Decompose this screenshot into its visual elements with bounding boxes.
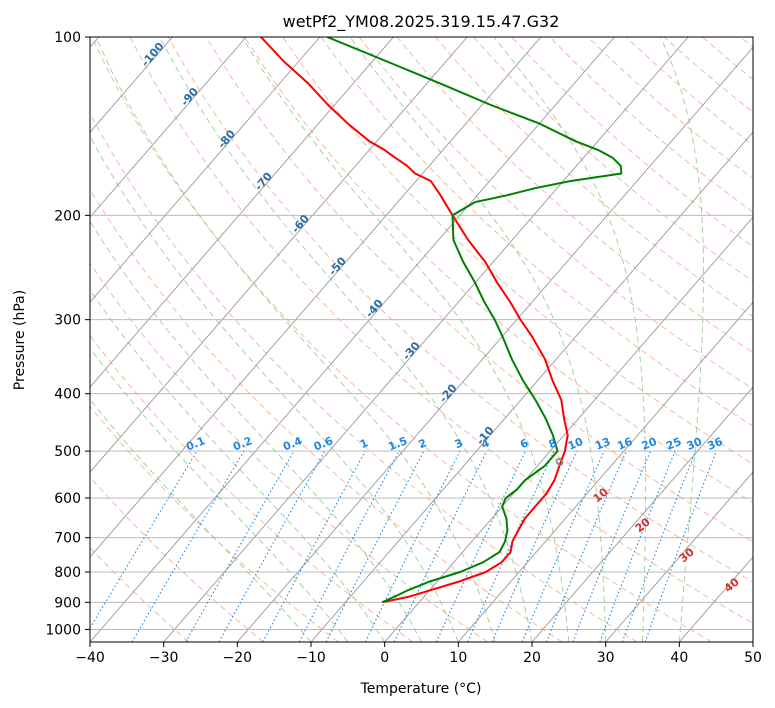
mixing-ratio-line [545,450,627,642]
y-tick-label: 900 [54,595,81,611]
moist-adiabat-line [349,37,607,642]
mixing-ratio-label: 30 [685,435,704,453]
series-lines [260,37,623,604]
isotherms [90,37,753,642]
isotherm-line [90,37,247,218]
mixing-ratio-label: 1 [358,436,370,451]
y-tick-label: 300 [54,313,81,329]
x-tick-label: −10 [296,650,326,666]
mixing-ratio-label: 16 [615,435,634,453]
dewpoint-line [326,37,623,604]
mixing-ratio-line [599,450,676,642]
y-axis-label: Pressure (hPa) [12,290,28,390]
mixing-ratio-line [90,450,198,630]
dry-adiabat-line [129,37,753,624]
x-tick-label: −40 [75,650,105,666]
moist-adiabat-line [493,37,647,642]
mixing-ratio-label: 10 [566,435,585,453]
dry-adiabat-line [244,37,753,504]
isotherm-line [384,216,753,642]
dry-adiabat-line [434,37,753,318]
dry-adiabat-line [90,547,190,642]
mixing-ratio-line [491,450,578,642]
mixing-ratio-label: 36 [706,435,725,453]
x-tick-label: 50 [744,650,762,666]
dry-adiabat-line [90,262,488,642]
mixing-ratio-line [364,450,461,642]
y-tick-label: 400 [54,387,81,403]
mixing-ratio-line [185,450,295,642]
moist-adiabat-line [90,398,312,642]
y-tick-label: 1000 [45,622,81,638]
y-axis-ticks: 100 200 300 400 500 600 700 800 900 1000 [45,30,90,638]
plot-frame [89,36,754,643]
x-axis-label: Temperature (°C) [360,681,482,697]
mixing-ratio-line [262,450,366,642]
moist-adiabat-line [90,135,459,642]
isotherm-line [531,386,753,642]
isotherm-line [163,37,689,642]
dry-adiabat-line [90,405,339,642]
mixing-ratio-labels: 0.1 0.2 0.4 0.6 1 1.5 2 3 4 6 8 10 13 16 20 25 30 36 [184,434,725,453]
x-tick-label: 30 [597,650,615,666]
y-tick-label: 500 [54,444,81,460]
mixing-ratio-label: 8 [547,436,559,451]
x-tick-label: 20 [523,650,541,666]
isotherm-line [310,131,753,642]
dry-adiabat-line [396,37,753,354]
moist-adiabat-line [241,37,570,642]
isotherm-line [90,37,321,303]
mixing-ratio-label: 3 [453,436,465,451]
mixing-ratio-label: 13 [593,435,612,453]
x-axis-ticks: −40 −30 −20 −10 0 10 20 30 40 50 [75,642,762,666]
y-tick-label: 200 [54,208,81,224]
moist-adiabat-line [90,289,386,642]
moist-adiabat-line [95,37,496,642]
moist-adiabat-line [90,220,422,642]
isotherm-line [90,37,615,642]
moist-adiabats [90,37,704,642]
x-tick-label: −30 [149,650,179,666]
mixing-ratio-line [466,450,555,642]
x-tick-label: 10 [449,650,467,666]
chart-title: wetPf2_YM08.2025.319.15.47.G32 [283,12,560,32]
temperature-line [260,37,569,604]
mixing-ratio-line [521,450,605,642]
isotherm-line [90,37,542,558]
mixing-ratio-lines [90,450,717,642]
isotherm-line [90,37,394,388]
dry-adiabat-line [205,37,753,543]
y-tick-label: 600 [54,491,81,507]
mixing-ratio-label: 25 [664,435,683,453]
y-tick-label: 700 [54,531,81,547]
mixing-ratio-line [644,450,717,642]
isotherm-line [236,46,753,642]
mixing-ratio-label: 2 [417,436,429,451]
mixing-ratio-line [218,450,326,642]
dry-adiabat-line [167,37,753,583]
isotherm-line [605,471,753,642]
moist-adiabat-line [159,37,533,642]
dry-adiabat-line [90,112,638,642]
x-tick-label: 0 [380,650,389,666]
mixing-ratio-line [621,450,697,642]
x-tick-label: −20 [223,650,253,666]
y-tick-label: 800 [54,565,81,581]
pressure-gridlines [90,37,753,630]
moist-adiabat-line [90,347,349,642]
mixing-ratio-label: 20 [640,435,659,453]
dry-adiabat-line [91,37,712,642]
isotherm-line [90,37,468,473]
mixing-ratio-line [572,450,652,642]
dry-adiabat-line [90,188,563,642]
y-tick-label: 100 [54,30,81,46]
dry-adiabat-line [90,476,264,642]
x-tick-label: 40 [670,650,688,666]
isotherm-line [457,301,753,642]
